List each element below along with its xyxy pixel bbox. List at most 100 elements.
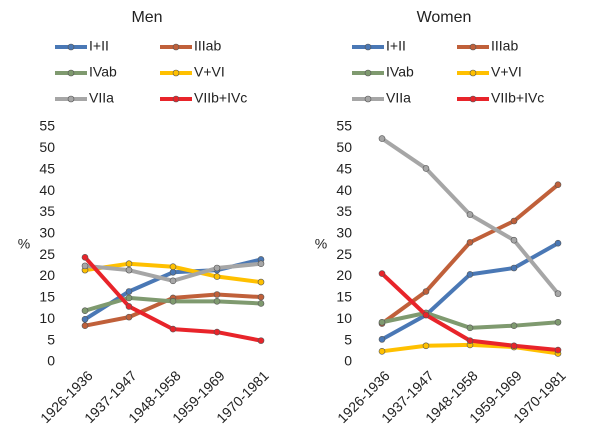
- point: [378, 336, 386, 343]
- legend-label: V+VI: [491, 64, 522, 80]
- legend-label: IVab: [89, 64, 117, 80]
- y-tick-label: 30: [39, 225, 55, 241]
- y-tick-label: 35: [39, 203, 55, 219]
- y-tick-label: 50: [39, 139, 55, 155]
- point: [257, 293, 265, 301]
- y-tick-label: 55: [39, 118, 55, 134]
- point: [554, 346, 562, 354]
- legend-label: IVab: [386, 64, 414, 80]
- y-axis-label: %: [18, 236, 30, 252]
- y-tick-label: 25: [336, 246, 352, 262]
- series-line: [380, 182, 560, 326]
- point: [213, 291, 221, 298]
- legend-label: VIIa: [89, 90, 114, 106]
- y-tick-label: 0: [47, 353, 55, 369]
- point: [169, 268, 177, 276]
- point: [213, 298, 221, 305]
- y-tick-label: 55: [336, 118, 352, 134]
- point: [125, 288, 133, 295]
- y-tick-label: 0: [344, 353, 352, 369]
- point: [466, 271, 474, 278]
- y-tick-label: 35: [336, 203, 352, 219]
- point: [81, 254, 89, 261]
- point: [125, 294, 133, 302]
- point: [466, 211, 474, 218]
- point: [213, 273, 221, 280]
- point: [422, 342, 430, 350]
- point: [169, 298, 177, 305]
- point: [81, 322, 89, 329]
- point: [81, 262, 89, 270]
- legend-marker: [469, 69, 477, 77]
- point: [257, 260, 265, 268]
- point: [169, 263, 177, 271]
- y-tick-label: 20: [336, 267, 352, 283]
- point: [510, 217, 518, 225]
- point: [422, 165, 430, 172]
- point: [169, 325, 177, 333]
- point: [213, 264, 221, 272]
- legend-marker: [469, 43, 477, 51]
- point: [125, 266, 133, 274]
- y-tick-label: 45: [39, 160, 55, 176]
- point: [510, 264, 518, 272]
- point: [554, 290, 562, 297]
- y-tick-label: 5: [344, 331, 352, 347]
- point: [378, 348, 386, 355]
- y-tick-label: 15: [39, 289, 55, 305]
- point: [466, 324, 474, 332]
- legend-label: IIIab: [491, 38, 518, 54]
- point: [81, 307, 89, 315]
- legend-marker: [172, 69, 180, 77]
- y-tick-label: 25: [39, 246, 55, 262]
- legend-marker: [67, 43, 75, 51]
- legend-marker: [469, 95, 477, 103]
- point: [554, 181, 562, 188]
- point: [378, 270, 386, 277]
- legend-label: IIIab: [194, 38, 221, 54]
- point: [422, 288, 430, 295]
- legend-label: V+VI: [194, 64, 225, 80]
- y-axis-label: %: [315, 236, 327, 252]
- point: [510, 342, 518, 350]
- legend-label: I+II: [386, 38, 406, 54]
- y-tick-label: 50: [336, 139, 352, 155]
- legend-marker: [67, 69, 75, 77]
- legend-label: VIIb+IVc: [491, 90, 544, 106]
- point: [554, 318, 562, 326]
- y-tick-label: 15: [336, 289, 352, 305]
- y-tick-label: 10: [336, 310, 352, 326]
- point: [125, 303, 133, 310]
- chart-title: Men: [131, 9, 162, 26]
- y-tick-label: 10: [39, 310, 55, 326]
- legend-marker: [364, 43, 372, 51]
- chart-title: Women: [417, 9, 472, 26]
- legend-label: I+II: [89, 38, 109, 54]
- y-tick-label: 20: [39, 267, 55, 283]
- point: [125, 313, 133, 321]
- legend-label: VIIa: [386, 90, 411, 106]
- point: [257, 300, 265, 307]
- point: [213, 328, 221, 336]
- point: [169, 277, 177, 285]
- y-tick-label: 40: [336, 182, 352, 198]
- legend-marker: [364, 69, 372, 77]
- legend-marker: [172, 95, 180, 103]
- point: [554, 239, 562, 247]
- y-tick-label: 5: [47, 331, 55, 347]
- point: [378, 318, 386, 326]
- point: [125, 260, 133, 268]
- legend-label: VIIb+IVc: [194, 90, 247, 106]
- y-tick-label: 30: [336, 225, 352, 241]
- legend-marker: [172, 43, 180, 51]
- point: [81, 315, 89, 323]
- point: [422, 311, 430, 319]
- point: [257, 278, 265, 286]
- point: [378, 135, 386, 142]
- point: [466, 337, 474, 344]
- legend-marker: [364, 95, 372, 103]
- point: [257, 337, 265, 344]
- legend-marker: [67, 95, 75, 103]
- point: [510, 322, 518, 329]
